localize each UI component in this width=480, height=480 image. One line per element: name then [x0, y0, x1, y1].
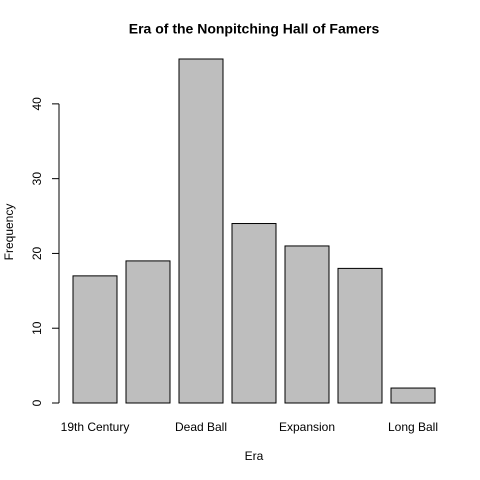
x-axis-label: Era	[245, 449, 264, 463]
bar	[125, 260, 171, 404]
x-tick-label: Expansion	[279, 420, 335, 434]
y-tick-label: 30	[30, 172, 44, 186]
bar	[390, 387, 436, 404]
x-tick-label: Dead Ball	[175, 420, 227, 434]
bar	[72, 275, 118, 404]
bar	[178, 58, 224, 404]
chart-title: Era of the Nonpitching Hall of Famers	[129, 21, 380, 37]
x-tick-label: Long Ball	[388, 420, 438, 434]
bar	[231, 223, 277, 404]
y-tick-label: 40	[30, 97, 44, 111]
bar	[284, 245, 330, 404]
y-tick-label: 20	[30, 246, 44, 260]
y-axis-label: Frequency	[2, 204, 16, 261]
y-tick-label: 10	[30, 321, 44, 335]
y-tick-label: 0	[30, 399, 44, 406]
bar	[337, 267, 383, 404]
x-tick-label: 19th Century	[61, 420, 130, 434]
